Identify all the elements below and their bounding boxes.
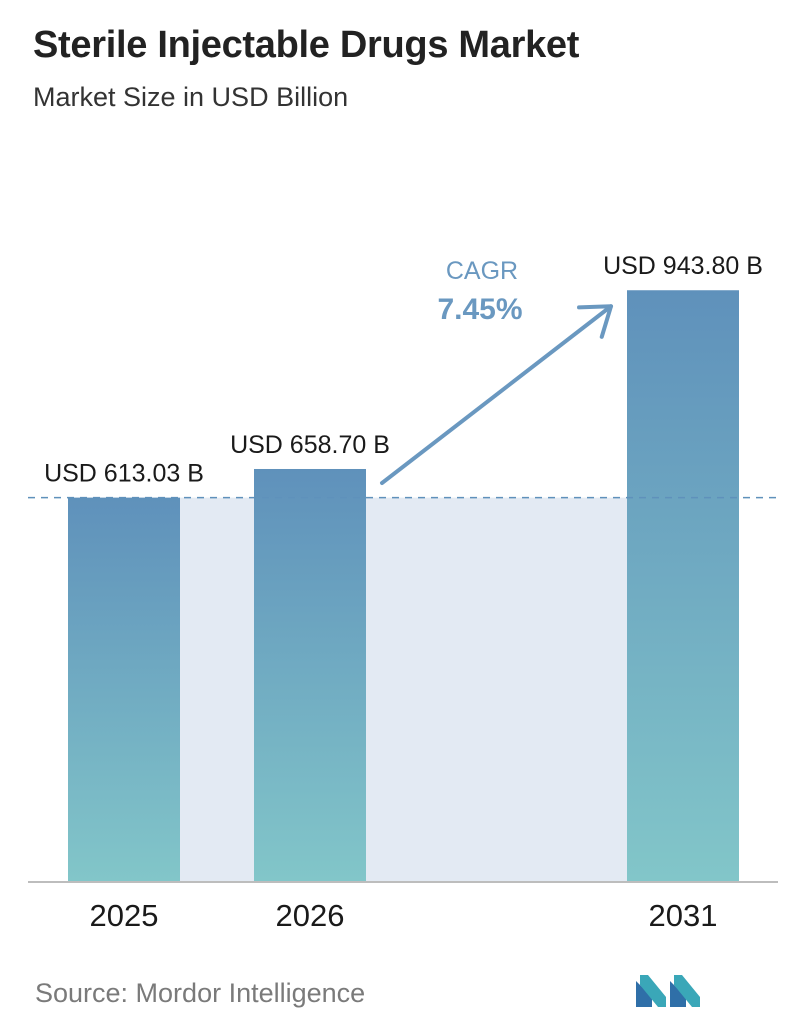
x-tick-label-2025: 2025 xyxy=(90,898,159,933)
value-label-2031: USD 943.80 B xyxy=(603,252,763,280)
cagr-label: CAGR xyxy=(446,257,518,285)
bar-2026 xyxy=(254,468,366,882)
cagr-arrow-head xyxy=(577,304,613,339)
chart-title: Sterile Injectable Drugs Market xyxy=(33,24,580,66)
cagr-arrow xyxy=(380,304,613,485)
x-tick-label-2026: 2026 xyxy=(276,898,345,933)
value-label-2025: USD 613.03 B xyxy=(44,460,204,488)
cagr-value: 7.45% xyxy=(437,293,522,326)
bar-2025 xyxy=(68,497,180,882)
bar-2031 xyxy=(627,290,739,882)
source-note: Source: Mordor Intelligence xyxy=(35,978,366,1008)
x-tick-label-2031: 2031 xyxy=(649,898,718,933)
value-label-2026: USD 658.70 B xyxy=(230,431,390,459)
bar-chart: USD 613.03 B USD 658.70 B USD 943.80 B 2025… xyxy=(28,252,782,933)
chart-subtitle: Market Size in USD Billion xyxy=(33,82,349,112)
mordor-intelligence-logo-icon xyxy=(636,975,700,1007)
